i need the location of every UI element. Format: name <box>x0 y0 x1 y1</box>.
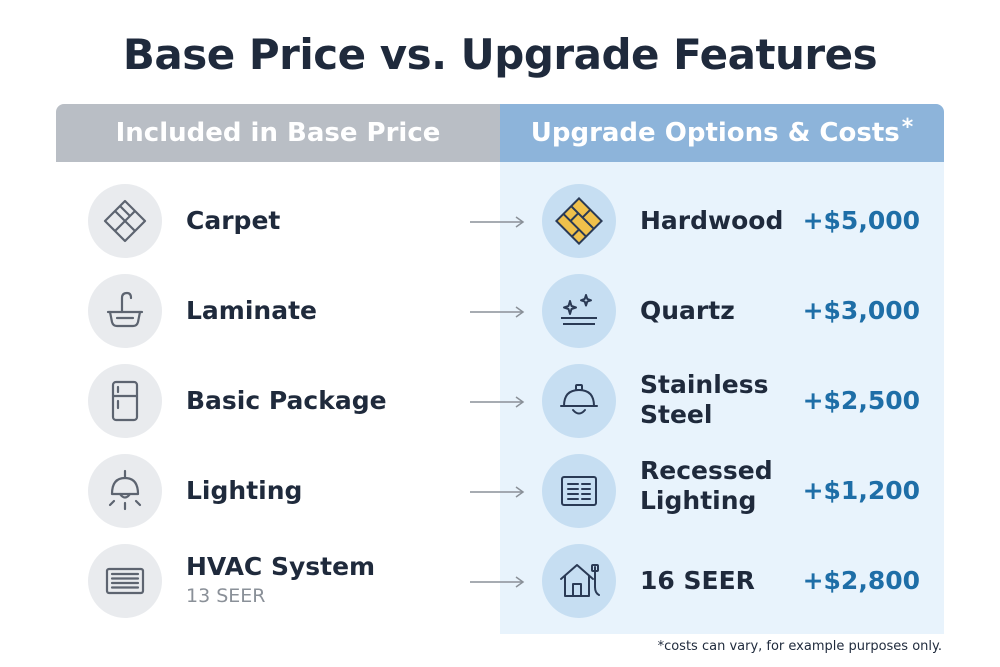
upgrades-header-mark: * <box>901 114 914 140</box>
sparkle-countertop-icon <box>542 274 616 348</box>
recessed-panel-icon <box>542 454 616 528</box>
arrow-right-icon <box>470 396 525 408</box>
hardwood-floor-icon <box>542 184 616 258</box>
included-header: Included in Base Price <box>56 104 500 162</box>
included-label: Carpet <box>186 206 281 235</box>
included-sublabel: 13 SEER <box>186 585 266 607</box>
comparison-row: Laminate Quartz +$3,000 <box>0 266 1000 356</box>
footnote: *costs can vary, for example purposes on… <box>657 639 942 654</box>
upgrade-price: +$5,000 <box>802 206 920 235</box>
included-header-label: Included in Base Price <box>115 118 441 148</box>
vent-grille-icon <box>88 544 162 618</box>
included-label: Laminate <box>186 296 317 325</box>
comparison-row: Basic Package Stainless Steel +$2,500 <box>0 356 1000 446</box>
included-label: Lighting <box>186 476 303 505</box>
included-label-group: HVAC System 13 SEER <box>186 552 375 607</box>
upgrade-label: Stainless Steel <box>640 370 769 429</box>
upgrade-price: +$2,500 <box>802 386 920 415</box>
ceiling-light-icon <box>88 454 162 528</box>
page-title: Base Price vs. Upgrade Features <box>122 30 878 79</box>
comparison-row: HVAC System 13 SEER 16 SEER +$2,800 <box>0 536 1000 626</box>
arrow-right-icon <box>470 486 525 498</box>
sink-faucet-icon <box>88 274 162 348</box>
pendant-lamp-icon <box>542 364 616 438</box>
upgrade-label: Recessed Lighting <box>640 456 773 515</box>
comparison-row: Carpet Hardwood +$5,000 <box>0 176 1000 266</box>
refrigerator-icon <box>88 364 162 438</box>
upgrade-price: +$2,800 <box>802 566 920 595</box>
comparison-row: Lighting Recessed Lighting +$1,200 <box>0 446 1000 536</box>
upgrades-header: Upgrade Options & Costs * <box>500 104 944 162</box>
arrow-right-icon <box>470 576 525 588</box>
upgrade-label: Quartz <box>640 296 735 325</box>
upgrade-label: Hardwood <box>640 206 784 235</box>
upgrade-label: 16 SEER <box>640 566 755 595</box>
upgrades-header-label: Upgrade Options & Costs <box>530 118 900 148</box>
included-label: HVAC System <box>186 552 376 581</box>
upgrade-price: +$1,200 <box>802 476 920 505</box>
house-hvac-icon <box>542 544 616 618</box>
included-label: Basic Package <box>186 386 387 415</box>
upgrade-price: +$3,000 <box>802 296 920 325</box>
flooring-tiles-icon <box>88 184 162 258</box>
arrow-right-icon <box>470 216 525 228</box>
arrow-right-icon <box>470 306 525 318</box>
